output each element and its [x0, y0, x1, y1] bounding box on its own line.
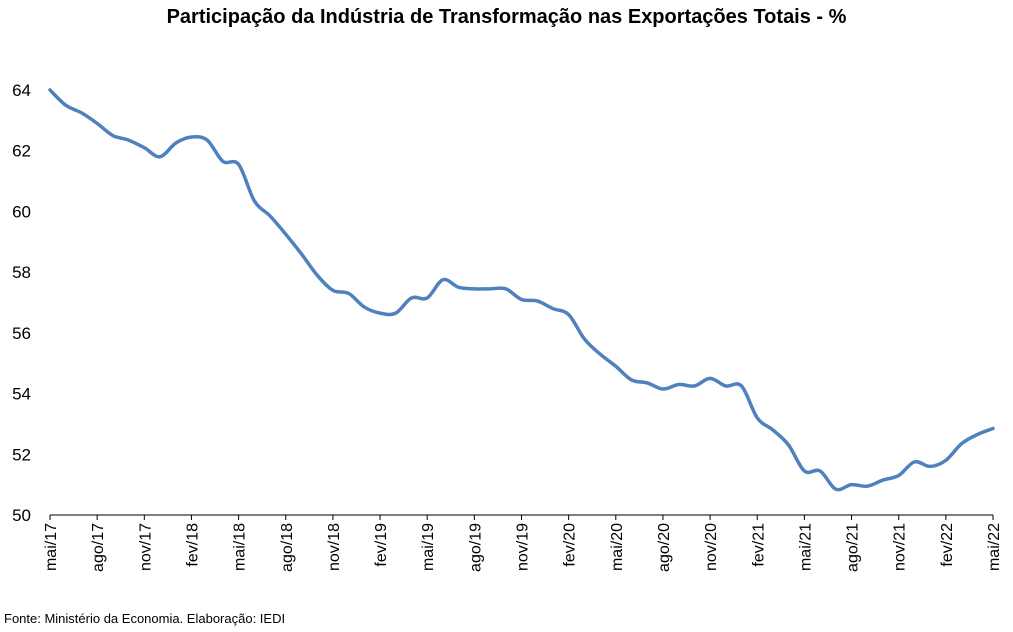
data-point [661, 388, 664, 391]
data-point [49, 89, 52, 92]
x-tick-label: mai/22 [986, 523, 1003, 571]
y-tick-label: 56 [12, 324, 31, 343]
y-tick-label: 58 [12, 263, 31, 282]
data-point [237, 163, 240, 166]
data-point [897, 474, 900, 477]
x-tick-label: mai/21 [797, 523, 814, 571]
data-point [190, 136, 193, 139]
x-tick-label: fev/18 [184, 523, 201, 567]
data-point [819, 469, 822, 472]
x-tick-label: nov/17 [137, 523, 154, 571]
y-tick-label: 54 [12, 385, 31, 404]
x-axis: mai/17 ago/17 nov/17 fev/18 mai/18 ago/18 nov/… [43, 514, 1003, 572]
data-point [992, 427, 995, 430]
data-point [457, 286, 460, 289]
data-point [410, 296, 413, 299]
data-point [850, 483, 853, 486]
data-point [80, 111, 83, 114]
data-point [693, 384, 696, 387]
data-point [740, 384, 743, 387]
data-point [913, 460, 916, 463]
data-point [379, 312, 382, 315]
data-point [960, 442, 963, 445]
x-tick-label: ago/17 [90, 523, 107, 572]
data-point [599, 353, 602, 356]
data-point [269, 214, 272, 217]
x-tick-label: nov/19 [515, 523, 532, 571]
data-point [881, 479, 884, 482]
x-tick-label: mai/17 [43, 523, 60, 571]
data-point [614, 365, 617, 368]
data-point [473, 287, 476, 290]
data-point [347, 292, 350, 295]
y-axis: 50 52 54 56 58 60 62 64 [12, 81, 31, 525]
data-point [677, 383, 680, 386]
data-point [504, 287, 507, 290]
data-point [866, 485, 869, 488]
x-tick-label: mai/18 [232, 523, 249, 571]
data-point [709, 377, 712, 380]
data-point [426, 296, 429, 299]
x-tick-label: nov/18 [326, 523, 343, 571]
data-point [567, 313, 570, 316]
data-point [316, 274, 319, 277]
data-point [300, 252, 303, 255]
data-point [583, 337, 586, 340]
data-point [174, 142, 177, 145]
x-tick-label: fev/20 [562, 523, 579, 567]
data-point [771, 429, 774, 432]
data-point [630, 378, 633, 381]
data-point [143, 146, 146, 149]
x-tick-label: fev/19 [373, 523, 390, 567]
data-point [834, 488, 837, 491]
data-point [159, 155, 162, 158]
source-note: Fonte: Ministério da Economia. Elaboraçã… [4, 611, 286, 626]
data-point [803, 469, 806, 472]
y-tick-label: 64 [12, 81, 31, 100]
data-point [253, 199, 256, 202]
x-tick-label: fev/21 [750, 523, 767, 567]
data-point [976, 433, 979, 436]
data-point [221, 160, 224, 163]
data-point [489, 287, 492, 290]
data-point [111, 134, 114, 137]
data-point [929, 465, 932, 468]
data-point [536, 299, 539, 302]
data-point [646, 381, 649, 384]
data-point [206, 139, 209, 142]
x-tick-label: ago/18 [279, 523, 296, 572]
data-point [284, 233, 287, 236]
data-point [724, 384, 727, 387]
series-line [48, 88, 995, 492]
data-point [331, 289, 334, 292]
x-tick-label: ago/19 [467, 523, 484, 572]
y-tick-label: 60 [12, 202, 31, 221]
x-tick-label: nov/20 [703, 523, 720, 571]
chart-title: Participação da Indústria de Transformaç… [166, 6, 847, 28]
y-tick-label: 62 [12, 142, 31, 161]
x-tick-label: mai/19 [420, 523, 437, 571]
data-point [787, 444, 790, 447]
data-point [944, 459, 947, 462]
data-point [64, 104, 67, 107]
x-tick-label: ago/21 [845, 523, 862, 572]
x-tick-label: mai/20 [609, 523, 626, 571]
data-point [756, 416, 759, 419]
data-point [127, 139, 130, 142]
x-tick-label: fev/22 [939, 523, 956, 567]
data-point [394, 312, 397, 315]
data-point [520, 298, 523, 301]
series-group [48, 88, 995, 492]
data-point [363, 306, 366, 309]
y-tick-label: 52 [12, 445, 31, 464]
data-point [441, 278, 444, 281]
y-tick-label: 50 [12, 506, 31, 525]
x-tick-label: ago/20 [656, 523, 673, 572]
data-point [96, 122, 99, 125]
x-tick-label: nov/21 [892, 523, 909, 571]
data-point [551, 307, 554, 310]
